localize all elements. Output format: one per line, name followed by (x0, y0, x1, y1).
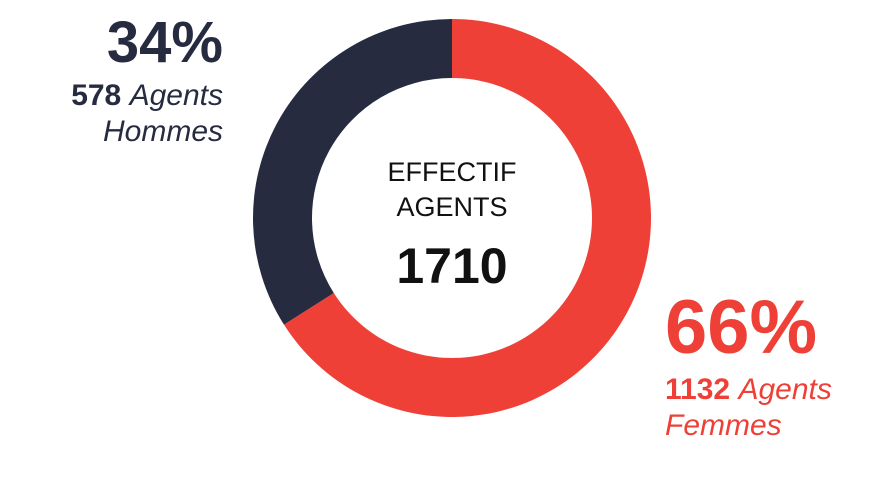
donut-segment (283, 19, 651, 417)
category: Agents Femmes (665, 373, 832, 442)
count: 1132 (665, 373, 731, 406)
percent-label: 34% (106, 10, 223, 75)
center-title: EFFECTIF AGENTS (387, 157, 517, 223)
label-femmes: 66% 1132 Agents Femmes (665, 290, 880, 444)
center-label: EFFECTIF AGENTS 1710 (352, 155, 552, 295)
donut-segment (252, 19, 452, 325)
center-total: 1710 (396, 238, 508, 295)
count-label: 578 Agents Hommes (8, 78, 223, 150)
count: 578 (71, 79, 122, 112)
label-hommes: 34% 578 Agents Hommes (8, 14, 223, 150)
count-label: 1132 Agents Femmes (665, 372, 880, 444)
percent-label: 66% (665, 285, 818, 370)
category: Agents Hommes (102, 79, 223, 148)
